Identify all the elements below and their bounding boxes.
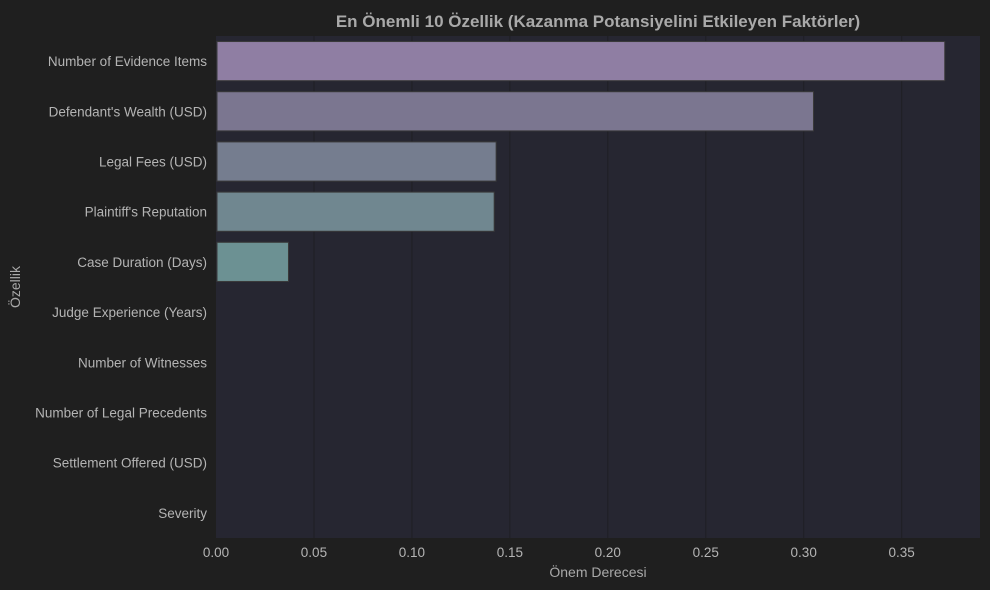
- bars: [216, 41, 946, 282]
- y-tick-label: Plaintiff's Reputation: [85, 205, 207, 220]
- x-tick-label: 0.35: [889, 545, 915, 560]
- y-tick-label: Legal Fees (USD): [99, 155, 207, 170]
- y-tick-label: Settlement Offered (USD): [53, 456, 207, 471]
- bar: [216, 41, 946, 82]
- y-tick-label: Judge Experience (Years): [52, 305, 207, 320]
- x-axis-ticks: 0.00 0.05 0.10 0.15 0.20 0.25 0.30 0.35: [203, 545, 915, 560]
- bar: [216, 241, 289, 282]
- y-axis-label: Özellik: [6, 265, 23, 308]
- y-tick-label: Defendant's Wealth (USD): [49, 104, 207, 119]
- y-tick-label: Number of Witnesses: [78, 355, 207, 370]
- x-tick-label: 0.25: [693, 545, 719, 560]
- chart-title: En Önemli 10 Özellik (Kazanma Potansiyel…: [336, 12, 860, 31]
- bar: [216, 191, 495, 232]
- y-tick-label: Case Duration (Days): [77, 255, 207, 270]
- x-tick-label: 0.15: [497, 545, 523, 560]
- y-axis-ticks: Number of Evidence Items Defendant's Weal…: [35, 54, 207, 521]
- x-tick-label: 0.10: [399, 545, 425, 560]
- bar: [216, 141, 497, 182]
- y-tick-label: Severity: [158, 506, 207, 521]
- y-tick-label: Number of Evidence Items: [48, 54, 207, 69]
- y-tick-label: Number of Legal Precedents: [35, 406, 207, 421]
- x-tick-label: 0.00: [203, 545, 229, 560]
- x-tick-label: 0.05: [301, 545, 327, 560]
- bar: [216, 91, 814, 132]
- x-tick-label: 0.20: [595, 545, 621, 560]
- x-axis-label: Önem Derecesi: [549, 563, 646, 580]
- x-tick-label: 0.30: [791, 545, 817, 560]
